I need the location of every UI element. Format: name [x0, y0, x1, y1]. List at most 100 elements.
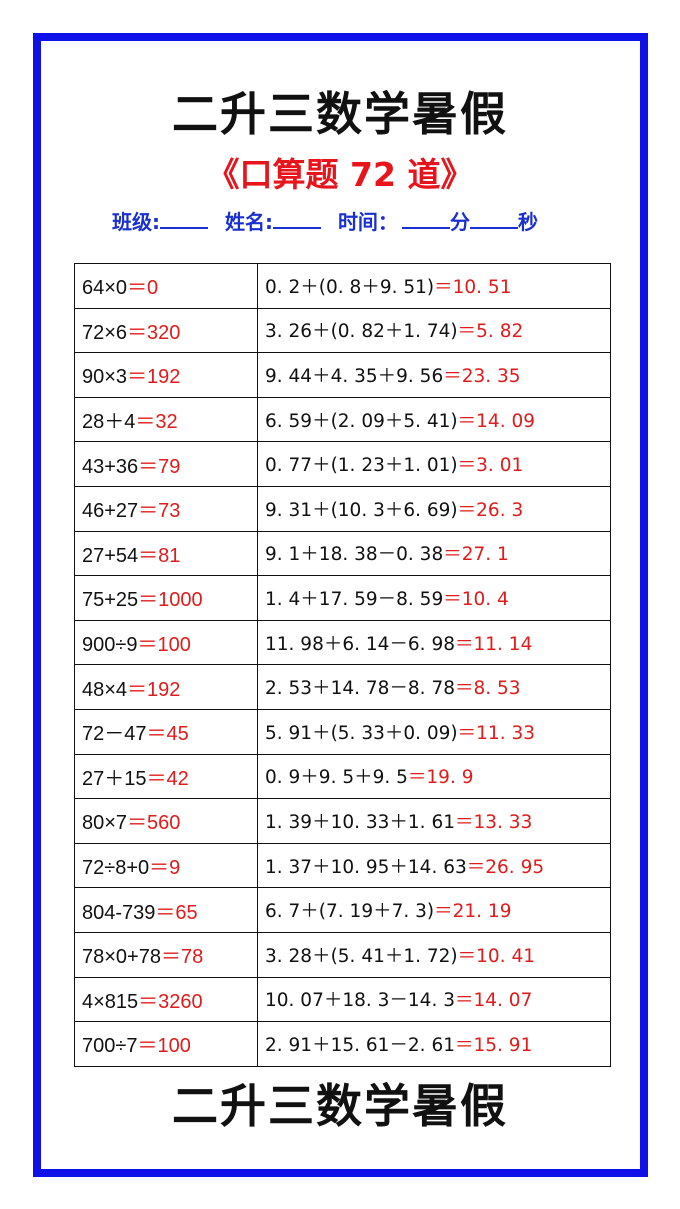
problem-cell-left: 46+27＝73 [74, 485, 258, 532]
expression: 5. 91＋(5. 33＋0. 09) [265, 722, 458, 744]
expression: 72－47 [82, 723, 147, 746]
answer: ＝14. 07 [455, 990, 533, 1012]
problem-cell-left: 75+25＝1000 [74, 575, 258, 621]
table-row: 72÷8+0＝9 1. 37＋10. 95＋14. 63＝26. 95 [74, 842, 611, 889]
table-row: 90×3＝192 9. 44＋4. 35＋9. 56＝23. 35 [74, 352, 611, 398]
problem-cell-right: 1. 37＋10. 95＋14. 63＝26. 95 [257, 842, 611, 889]
expression: 2. 91＋15. 61－2. 61 [265, 1034, 455, 1056]
table-row: 64×0＝0 0. 2＋(0. 8＋9. 51)＝10. 51 [74, 263, 611, 309]
expression: 75+25 [82, 589, 139, 612]
problem-cell-right: 9. 1＋18. 38－0. 38＝27. 1 [257, 530, 611, 577]
answer: ＝11. 14 [455, 633, 533, 655]
student-info-line: 班级: 姓名: 时间： 分 秒 [112, 206, 538, 235]
answer: ＝45 [146, 723, 189, 746]
expression: 3. 28＋(5. 41＋1. 72) [265, 945, 458, 967]
problem-cell-right: 9. 31＋(10. 3＋6. 69)＝26. 3 [257, 485, 611, 532]
answer: ＝10. 41 [457, 945, 535, 967]
problem-cell-right: 0. 2＋(0. 8＋9. 51)＝10. 51 [257, 263, 611, 309]
table-row: 72×6＝320 3. 26＋(0. 82＋1. 74)＝5. 82 [74, 307, 611, 354]
name-label: 姓名: [224, 210, 273, 234]
expression: 3. 26＋(0. 82＋1. 74) [265, 321, 458, 343]
answer: ＝11. 33 [457, 722, 535, 744]
expression: 9. 1＋18. 38－0. 38 [265, 544, 444, 566]
answer: ＝78 [160, 946, 204, 969]
problem-cell-right: 2. 91＋15. 61－2. 61＝15. 91 [257, 1021, 611, 1067]
problem-cell-left: 27+54＝81 [74, 530, 258, 577]
answer: ＝0 [127, 277, 159, 300]
answer: ＝192 [127, 366, 181, 389]
problem-cell-right: 6. 59＋(2. 09＋5. 41)＝14. 09 [257, 396, 611, 443]
problem-cell-left: 64×0＝0 [74, 263, 258, 309]
expression: 700÷7 [82, 1035, 138, 1058]
table-row: 27＋15＝42 0. 9＋9. 5＋9. 5＝19. 9 [74, 753, 611, 800]
expression: 80×7 [82, 812, 128, 835]
problem-cell-right: 2. 53＋14. 78－8. 78＝8. 53 [257, 664, 611, 710]
problem-cell-left: 80×7＝560 [74, 798, 258, 844]
answer: ＝23. 35 [443, 365, 521, 387]
answer: ＝19. 9 [407, 767, 474, 789]
expression: 0. 77＋(1. 23＋1. 01) [265, 455, 458, 477]
answer: ＝5. 82 [457, 321, 524, 343]
expression: 2. 53＋14. 78－8. 78 [265, 678, 455, 700]
class-blank [160, 209, 208, 229]
problem-cell-left: 28＋4＝32 [74, 396, 258, 443]
expression: 64×0 [82, 277, 128, 300]
table-row: 72－47＝45 5. 91＋(5. 33＋0. 09)＝11. 33 [74, 708, 611, 755]
answer: ＝26. 95 [466, 856, 545, 878]
expression: 6. 7＋(7. 19＋7. 3) [265, 901, 435, 923]
minutes-blank [401, 209, 450, 229]
answer: ＝73 [138, 500, 181, 523]
expression: 11. 98＋6. 14－6. 98 [265, 633, 455, 655]
expression: 900÷9 [82, 634, 138, 657]
answer: ＝100 [137, 634, 191, 657]
answer: ＝1000 [138, 589, 203, 612]
problem-cell-left: 72÷8+0＝9 [74, 842, 258, 889]
expression: 9. 31＋(10. 3＋6. 69) [265, 499, 458, 521]
expression: 72×6 [82, 321, 128, 344]
problem-cell-left: 72－47＝45 [74, 708, 258, 755]
problem-cell-right: 10. 07＋18. 3－14. 3＝14. 07 [257, 976, 611, 1023]
problem-cell-left: 700÷7＝100 [74, 1021, 258, 1067]
problem-cell-right: 3. 26＋(0. 82＋1. 74)＝5. 82 [257, 307, 611, 354]
answer: ＝560 [127, 812, 181, 835]
table-row: 80×7＝560 1. 39＋10. 33＋1. 61＝13. 33 [74, 798, 611, 844]
problem-cell-left: 72×6＝320 [74, 307, 258, 354]
answer: ＝3260 [138, 990, 203, 1013]
table-row: 75+25＝1000 1. 4＋17. 59－8. 59＝10. 4 [74, 575, 611, 621]
problem-cell-right: 3. 28＋(5. 41＋1. 72)＝10. 41 [257, 931, 611, 978]
answer: ＝65 [155, 901, 198, 924]
expression: 9. 44＋4. 35＋9. 56 [265, 365, 444, 387]
time-label: 时间： [337, 210, 398, 234]
class-label: 班级: [112, 210, 160, 234]
answer: ＝42 [146, 767, 189, 790]
answer: ＝10. 4 [443, 588, 509, 610]
answer: ＝27. 1 [443, 544, 509, 566]
expression: 43+36 [82, 455, 139, 478]
expression: 46+27 [82, 500, 139, 523]
expression: 27＋15 [82, 767, 147, 790]
expression: 1. 4＋17. 59－8. 59 [265, 588, 444, 610]
answer: ＝3. 01 [457, 455, 524, 477]
problem-cell-left: 48×4＝192 [74, 664, 258, 710]
answer: ＝100 [137, 1035, 191, 1058]
answer: ＝9 [149, 857, 181, 880]
seconds-label: 秒 [517, 210, 538, 234]
answer: ＝8. 53 [455, 678, 521, 700]
table-row: 43+36＝79 0. 77＋(1. 23＋1. 01)＝3. 01 [74, 441, 611, 487]
answer: ＝14. 09 [457, 410, 535, 432]
answer: ＝15. 91 [455, 1034, 533, 1056]
expression: 72÷8+0 [82, 857, 150, 880]
answer: ＝81 [138, 544, 181, 567]
minutes-label: 分 [449, 210, 470, 234]
answer: ＝13. 33 [455, 811, 533, 833]
answer: ＝26. 3 [457, 499, 524, 521]
table-row: 700÷7＝100 2. 91＋15. 61－2. 61＝15. 91 [74, 1021, 611, 1067]
expression: 6. 59＋(2. 09＋5. 41) [265, 410, 458, 432]
expression: 4×815 [82, 990, 139, 1013]
name-blank [272, 209, 321, 229]
problem-cell-right: 1. 4＋17. 59－8. 59＝10. 4 [257, 575, 611, 621]
footer-title: 二升三数学暑假 [172, 1079, 508, 1133]
problem-cell-left: 90×3＝192 [74, 352, 258, 398]
problem-cell-right: 1. 39＋10. 33＋1. 61＝13. 33 [257, 798, 611, 844]
table-row: 900÷9＝100 11. 98＋6. 14－6. 98＝11. 14 [74, 619, 611, 666]
